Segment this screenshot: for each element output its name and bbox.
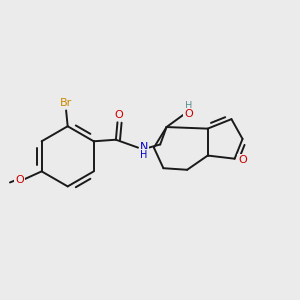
Text: O: O xyxy=(238,155,247,165)
Text: O: O xyxy=(115,110,123,120)
Text: Br: Br xyxy=(60,98,72,109)
Text: N: N xyxy=(140,142,148,152)
Text: H: H xyxy=(185,101,192,112)
Text: H: H xyxy=(140,150,147,160)
Text: O: O xyxy=(15,175,24,184)
Text: O: O xyxy=(184,109,193,119)
